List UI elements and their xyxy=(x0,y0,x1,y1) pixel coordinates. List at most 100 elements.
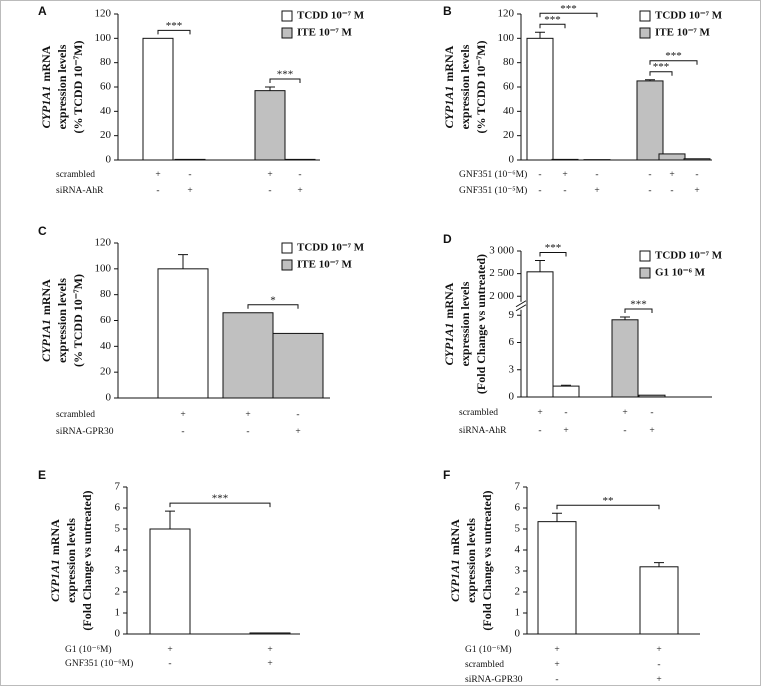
condition-mark: - xyxy=(648,170,651,180)
error-bar xyxy=(645,79,655,81)
bar xyxy=(638,394,666,398)
condition-mark: - xyxy=(648,186,651,196)
y-axis-label: expression levels xyxy=(464,518,478,603)
error-bar xyxy=(265,86,275,91)
condition-label: siRNA-AhR xyxy=(56,186,104,196)
error-bar xyxy=(620,316,630,320)
condition-label: G1 (10⁻⁶M) xyxy=(65,644,112,655)
gene-name: CYP1A1 xyxy=(442,323,456,366)
panel-label: C xyxy=(38,224,47,238)
legend-swatch xyxy=(281,259,293,271)
y-axis-label: CYP1A1 mRNA xyxy=(442,282,456,365)
significance-bracket xyxy=(539,252,567,257)
bar xyxy=(272,332,324,399)
legend-swatch xyxy=(639,267,651,279)
y-tick-label: 60 xyxy=(503,81,515,93)
condition-mark: + xyxy=(267,645,272,655)
condition-mark: - xyxy=(188,170,191,180)
condition-mark: + xyxy=(694,186,699,196)
error-bar xyxy=(535,260,545,272)
bar xyxy=(149,528,191,635)
condition-mark: + xyxy=(656,645,661,655)
y-tick-label: 9 xyxy=(509,309,515,321)
bar xyxy=(526,271,554,398)
y-axis-label: CYP1A1 mRNA xyxy=(39,279,53,362)
condition-mark: + xyxy=(267,170,272,180)
significance-bracket xyxy=(649,60,698,65)
condition-mark: + xyxy=(297,186,302,196)
y-tick-label: 40 xyxy=(100,105,112,117)
significance-label: ** xyxy=(603,495,614,507)
y-tick-label: 7 xyxy=(115,481,121,493)
y-axis-label-part: mRNA xyxy=(48,519,62,555)
y-axis-label: CYP1A1 mRNA xyxy=(48,519,62,602)
condition-mark: + xyxy=(537,408,542,418)
gene-name: CYP1A1 xyxy=(442,86,456,129)
y-axis-label: CYP1A1 mRNA xyxy=(448,519,462,602)
y-tick-label: 6 xyxy=(509,336,515,348)
bar xyxy=(142,37,174,161)
condition-mark: + xyxy=(656,675,661,685)
gene-name: CYP1A1 xyxy=(448,559,462,602)
legend-label: ITE 10⁻⁷ M xyxy=(297,27,353,39)
y-tick-label: 1 xyxy=(515,607,521,619)
significance-label: *** xyxy=(665,50,682,62)
y-axis-label: (Fold Change vs untreated) xyxy=(480,490,494,630)
bar xyxy=(683,158,711,161)
condition-mark: + xyxy=(649,426,654,436)
legend-label: ITE 10⁻⁷ M xyxy=(655,27,711,39)
significance-label: * xyxy=(270,294,276,306)
legend-swatch xyxy=(639,27,651,39)
legend-label: TCDD 10⁻⁷ M xyxy=(655,10,723,22)
legend-swatch xyxy=(639,250,651,262)
y-axis-label: (% TCDD 10⁻⁷M) xyxy=(71,274,85,367)
bar xyxy=(526,37,554,161)
significance-bracket xyxy=(269,78,301,83)
y-tick-label: 0 xyxy=(106,154,112,166)
y-tick-label: 20 xyxy=(503,129,515,141)
legend-swatch xyxy=(281,10,293,22)
significance-label: *** xyxy=(630,299,647,311)
y-tick-label: 0 xyxy=(115,628,121,640)
y-tick-label: 80 xyxy=(100,288,112,300)
condition-mark: + xyxy=(155,170,160,180)
y-axis-label: CYP1A1 mRNA xyxy=(442,45,456,128)
condition-mark: - xyxy=(650,408,653,418)
legend-swatch xyxy=(639,10,651,22)
condition-label: G1 (10⁻⁶M) xyxy=(465,644,512,655)
y-tick-label: 60 xyxy=(100,314,112,326)
significance-label: *** xyxy=(544,14,561,26)
y-tick-label: 6 xyxy=(515,502,521,514)
axis-break-mark xyxy=(515,304,527,312)
legend-swatch xyxy=(281,242,293,254)
y-tick-label: 4 xyxy=(515,544,521,556)
y-tick-label: 0 xyxy=(509,391,515,403)
condition-label: siRNA-GPR30 xyxy=(465,675,523,685)
condition-mark: - xyxy=(168,659,171,669)
condition-mark: - xyxy=(298,170,301,180)
bar xyxy=(537,521,577,635)
condition-mark: - xyxy=(595,170,598,180)
condition-mark: + xyxy=(187,186,192,196)
y-tick-label: 2 500 xyxy=(489,267,514,279)
significance-bracket xyxy=(539,12,598,18)
legend-label: TCDD 10⁻⁷ M xyxy=(297,10,365,22)
condition-mark: + xyxy=(180,410,185,420)
y-axis-label-part: mRNA xyxy=(442,45,456,81)
significance-bracket xyxy=(247,304,299,309)
condition-mark: + xyxy=(622,408,627,418)
significance-bracket xyxy=(169,502,271,508)
error-bar xyxy=(165,510,175,529)
y-tick-label: 0 xyxy=(515,628,521,640)
significance-label: *** xyxy=(653,61,670,73)
bar xyxy=(222,312,274,399)
bar xyxy=(157,268,209,399)
y-tick-label: 1 xyxy=(115,607,121,619)
axis-break-gap xyxy=(515,301,527,310)
y-axis-label: (% TCDD 10⁻⁷M) xyxy=(71,40,85,133)
legend-label: ITE 10⁻⁷ M xyxy=(297,259,353,271)
significance-label: *** xyxy=(212,493,229,505)
condition-label: scrambled xyxy=(56,170,95,180)
y-tick-label: 80 xyxy=(100,56,112,68)
y-axis-label-part: mRNA xyxy=(39,45,53,81)
